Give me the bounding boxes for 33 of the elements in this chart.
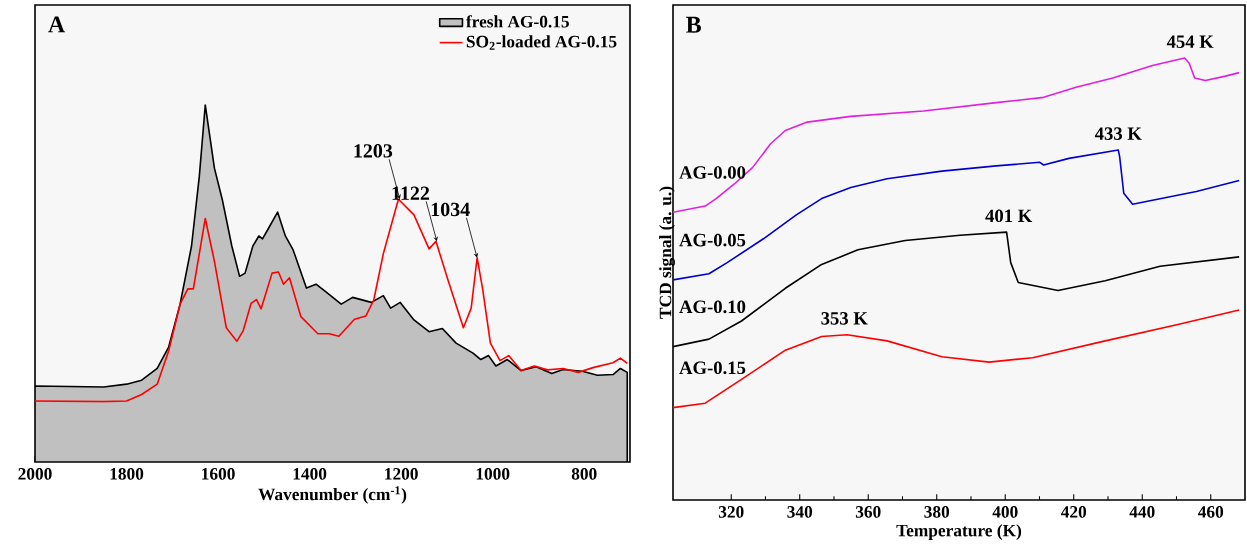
x-tick-label: 420 bbox=[1060, 506, 1087, 518]
x-tick-label: 1000 bbox=[476, 468, 510, 480]
y-axis-title: TCD signal (a. u.) bbox=[659, 186, 675, 319]
x-tick-label: 1600 bbox=[202, 468, 235, 480]
annotation: 1122 bbox=[392, 186, 430, 200]
x-tick-label: 400 bbox=[992, 506, 1018, 518]
series-label: AG-0.15 bbox=[679, 361, 746, 375]
x-tick-label: 360 bbox=[855, 506, 881, 518]
x-tick-label: 440 bbox=[1129, 506, 1155, 518]
text: A bbox=[48, 16, 66, 33]
legend-label: SO$_{2}$-loaded AG-0.15 bbox=[466, 35, 617, 50]
x-tick-label: 340 bbox=[787, 506, 813, 518]
x-tick-label: 460 bbox=[1197, 506, 1224, 518]
x-tick-label: 380 bbox=[924, 506, 950, 518]
x-tick-label: 1800 bbox=[110, 468, 144, 480]
x-tick-label: 1400 bbox=[293, 468, 327, 480]
legend-label: fresh AG-0.15 bbox=[466, 15, 569, 28]
series-label: AG-0.00 bbox=[679, 166, 746, 179]
annotation: 1034 bbox=[431, 202, 470, 217]
annotation: 454 K bbox=[1166, 35, 1214, 49]
x-tick-label: 1200 bbox=[385, 468, 418, 480]
series-label: AG-0.10 bbox=[679, 300, 746, 314]
x-tick-label: 2000 bbox=[18, 468, 52, 480]
x-axis-title: Wavenumber (cm$^{-1}$) bbox=[258, 486, 407, 504]
text: B bbox=[686, 17, 701, 33]
annotation: 433 K bbox=[1094, 127, 1142, 141]
annotation: 1203 bbox=[354, 144, 393, 158]
x-tick-label: 320 bbox=[718, 506, 744, 518]
annotation: 401 K bbox=[985, 209, 1033, 223]
x-axis-title: Temperature (K) bbox=[896, 524, 1022, 541]
annotation: 353 K bbox=[821, 312, 868, 325]
x-tick-label: 800 bbox=[571, 468, 597, 480]
series-label: AG-0.05 bbox=[679, 233, 746, 247]
